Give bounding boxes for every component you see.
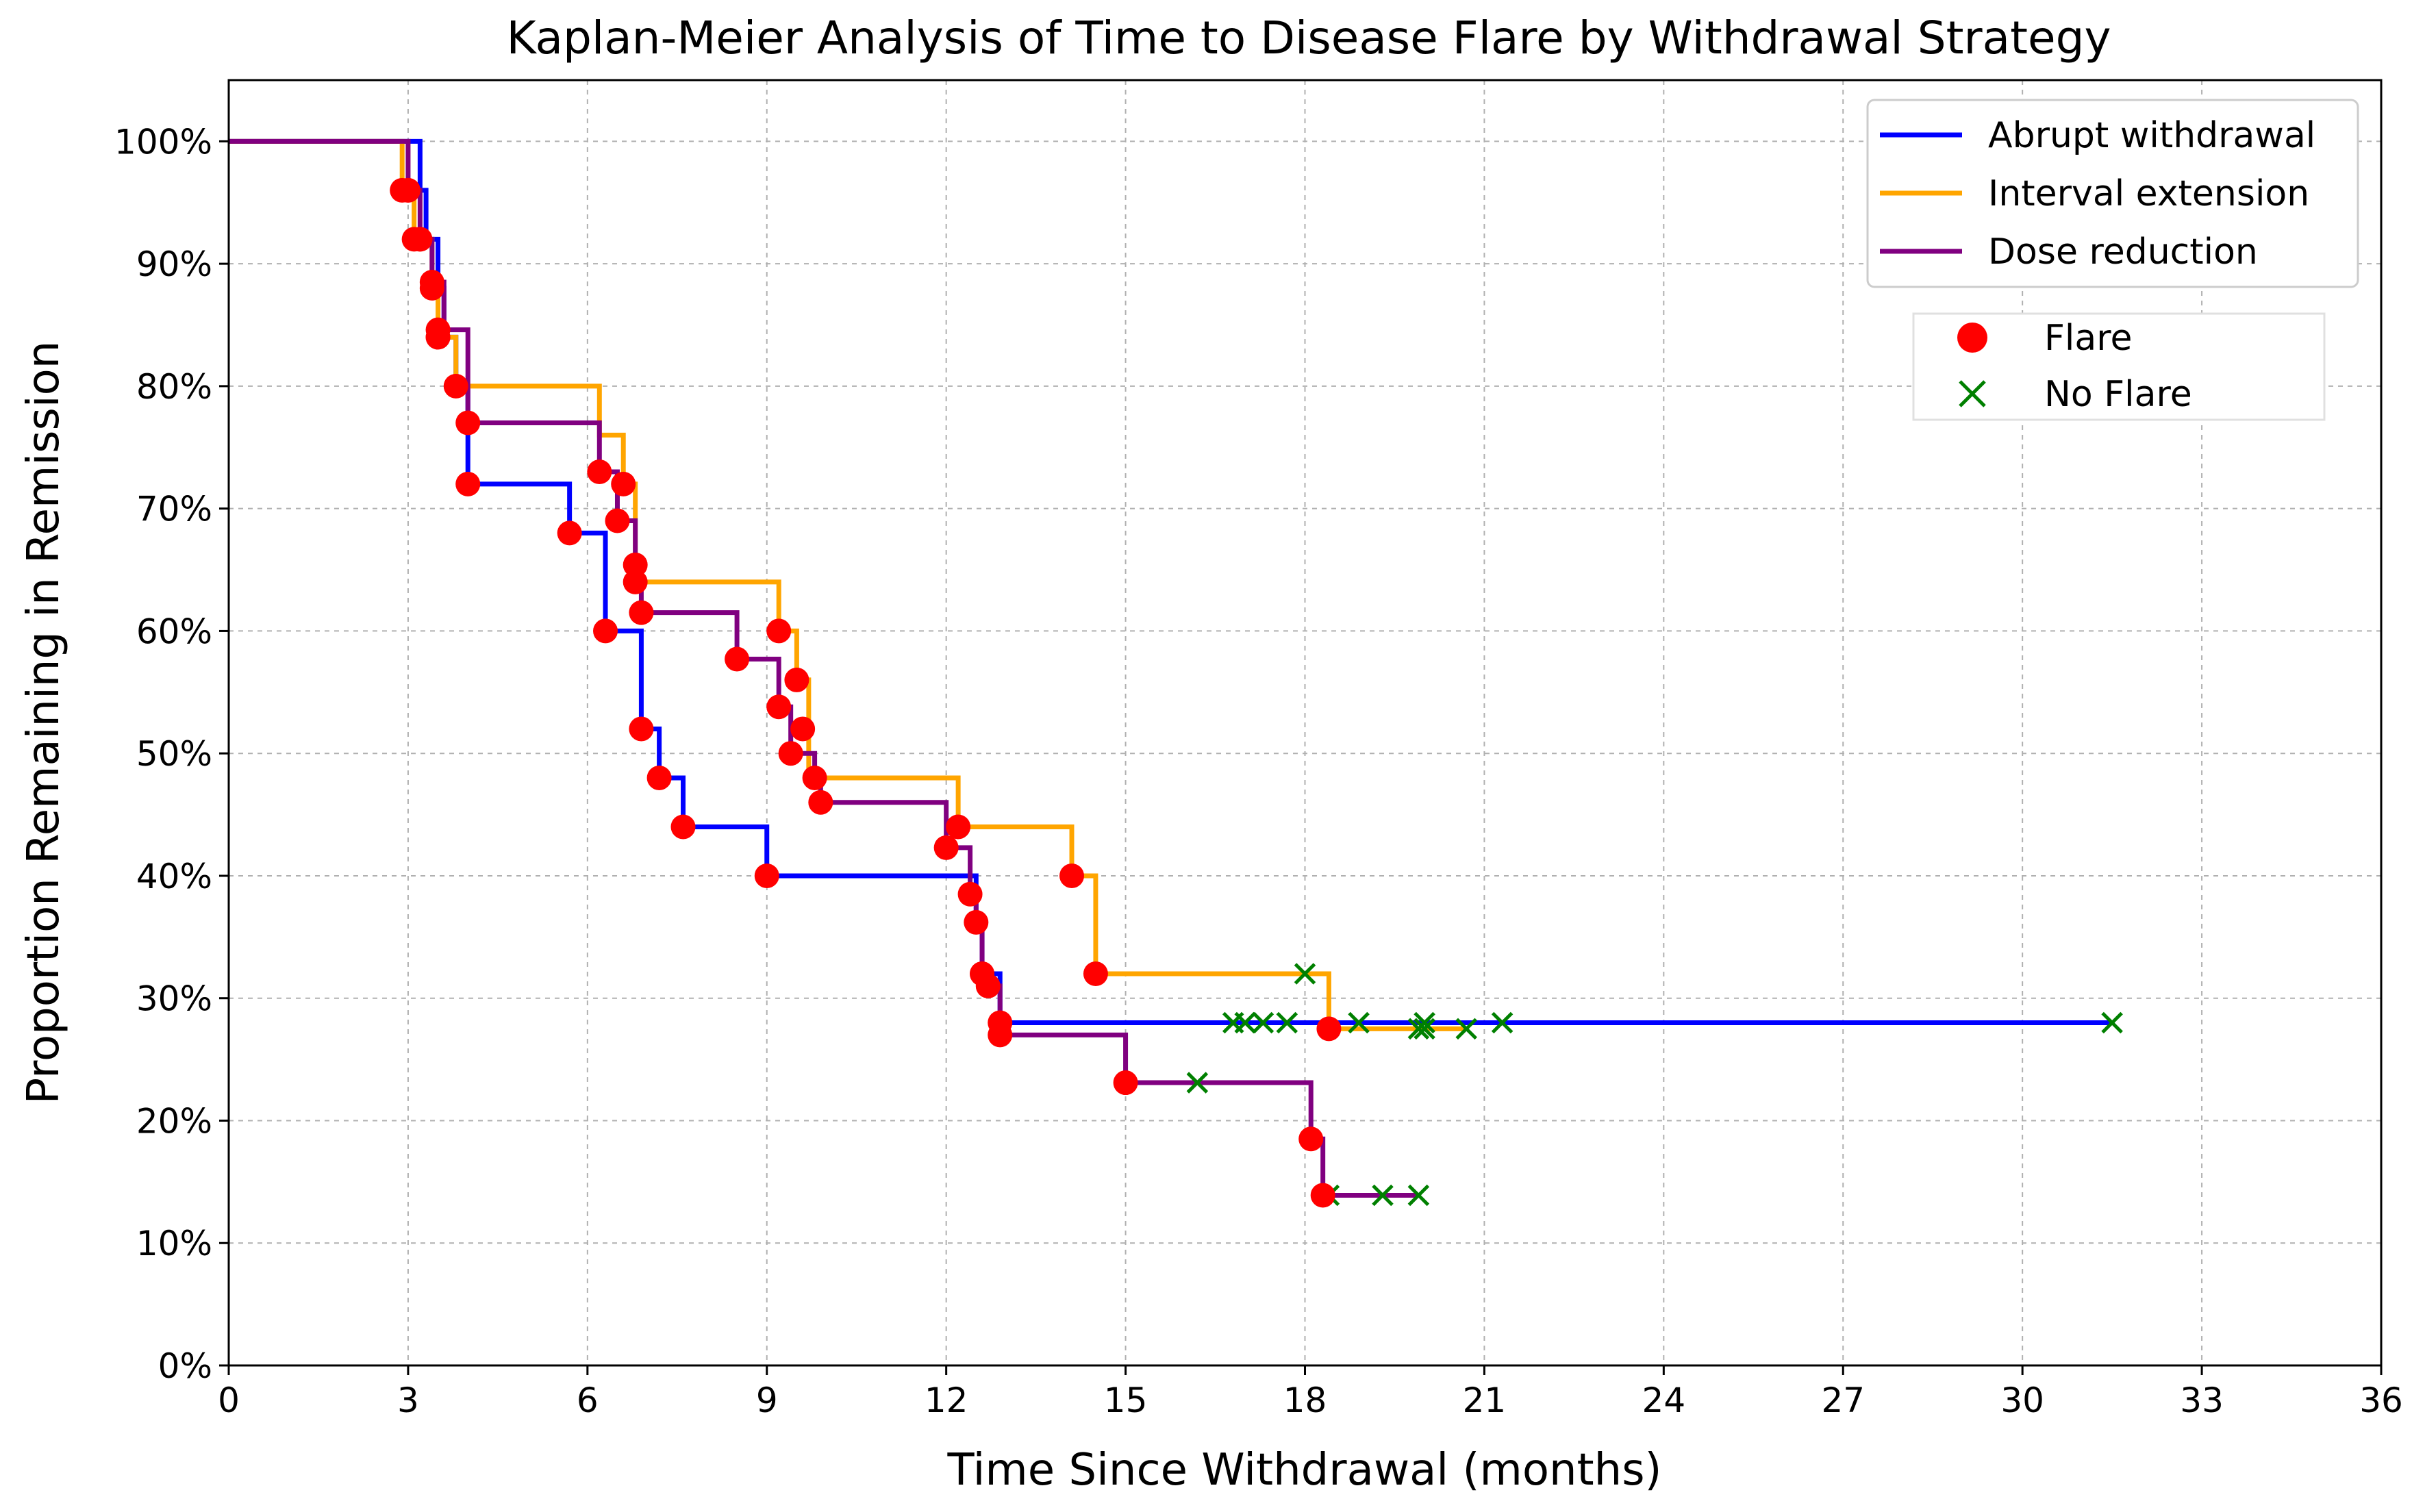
y-tick-label: 0% xyxy=(158,1346,212,1386)
flare-marker xyxy=(778,741,803,766)
flare-marker xyxy=(623,569,648,594)
flare-marker xyxy=(1310,1183,1335,1208)
legend-no-flare-symbol xyxy=(1959,380,1986,407)
no-flare-marker xyxy=(1252,1011,1274,1034)
x-tick-label: 6 xyxy=(577,1381,599,1420)
flare-marker xyxy=(975,973,1001,998)
x-tick-label: 24 xyxy=(1642,1381,1686,1420)
flare-marker xyxy=(629,716,654,742)
legend-entry-label: Interval extension xyxy=(1988,173,2309,214)
flare-marker xyxy=(964,909,989,935)
y-tick-label: 40% xyxy=(136,857,212,896)
flare-marker xyxy=(766,694,792,720)
marker-legend: Flare No Flare xyxy=(1912,312,2326,421)
event-markers xyxy=(390,177,2123,1208)
plot-frame xyxy=(227,79,2383,1367)
flare-marker xyxy=(455,471,481,496)
no-flare-marker xyxy=(1372,1184,1394,1207)
no-flare-marker xyxy=(1186,1072,1209,1094)
x-tick-label: 21 xyxy=(1463,1381,1507,1420)
y-tick-label: 50% xyxy=(136,734,212,774)
legend-entry-label: Abrupt withdrawal xyxy=(1988,115,2315,156)
y-axis-ticks: 0% 10% 20% 30% 40% 50% 60% 70% 80% 90% 100% xyxy=(114,122,229,1386)
no-flare-marker xyxy=(1276,1011,1298,1034)
x-axis-ticks: 0 3 6 9 12 15 18 21 24 27 30 33 36 xyxy=(218,1365,2403,1420)
flare-marker xyxy=(766,618,792,644)
flare-marker xyxy=(784,667,809,692)
no-flare-marker xyxy=(1414,1018,1435,1040)
flare-marker xyxy=(395,177,420,203)
flare-marker xyxy=(1113,1070,1138,1096)
y-axis-label: Proportion Remaining in Remission xyxy=(18,341,69,1105)
flare-marker xyxy=(646,765,672,790)
flare-marker xyxy=(623,552,648,577)
flare-marker xyxy=(593,618,618,644)
x-tick-label: 15 xyxy=(1104,1381,1148,1420)
no-flare-marker xyxy=(1234,1011,1256,1034)
no-flare-marker xyxy=(1348,1011,1370,1034)
flare-marker xyxy=(754,863,779,888)
no-flare-marker xyxy=(1455,1018,1477,1040)
x-tick-label: 36 xyxy=(2359,1381,2403,1420)
flare-marker xyxy=(790,716,816,742)
flare-marker xyxy=(1083,961,1108,986)
flare-marker xyxy=(557,520,582,546)
legend-flare-symbol xyxy=(1957,323,1987,353)
x-tick-label: 3 xyxy=(397,1381,419,1420)
y-tick-label: 90% xyxy=(136,244,212,284)
flare-marker xyxy=(419,269,444,294)
flare-marker xyxy=(933,835,959,860)
flare-marker xyxy=(808,790,833,815)
legend-entry-label: Dose reduction xyxy=(1988,231,2258,273)
y-tick-label: 70% xyxy=(136,490,212,529)
flare-marker xyxy=(1316,1016,1342,1042)
flare-marker xyxy=(443,373,468,399)
series-legend: Abrupt withdrawal Interval extension Dose … xyxy=(1866,99,2359,288)
no-flare-marker xyxy=(1407,1018,1430,1040)
flare-marker xyxy=(425,317,451,342)
x-axis-label: Time Since Withdrawal (months) xyxy=(947,1445,1662,1496)
no-flare-marker xyxy=(1407,1184,1430,1207)
y-tick-label: 10% xyxy=(136,1224,212,1263)
flare-marker xyxy=(605,508,630,533)
x-tick-label: 30 xyxy=(2000,1381,2044,1420)
chart-title: Kaplan-Meier Analysis of Time to Disease… xyxy=(506,12,2111,64)
y-tick-label: 80% xyxy=(136,367,212,407)
y-tick-label: 100% xyxy=(114,122,212,162)
flare-marker xyxy=(407,227,433,252)
flare-marker xyxy=(802,765,827,790)
x-tick-label: 12 xyxy=(925,1381,968,1420)
no-flare-marker xyxy=(1491,1011,1513,1034)
flare-marker xyxy=(1298,1126,1324,1152)
y-tick-label: 30% xyxy=(136,979,212,1019)
series-legend-box xyxy=(1866,99,2359,288)
x-tick-label: 27 xyxy=(1821,1381,1865,1420)
flare-marker xyxy=(629,600,654,625)
flare-marker xyxy=(957,881,983,907)
flare-marker xyxy=(455,410,481,436)
y-tick-label: 20% xyxy=(136,1101,212,1141)
flare-marker xyxy=(946,814,971,840)
marker-legend-label: No Flare xyxy=(2044,374,2192,415)
y-tick-label: 60% xyxy=(136,612,212,651)
x-tick-label: 18 xyxy=(1283,1381,1327,1420)
x-tick-label: 9 xyxy=(756,1381,778,1420)
flare-marker xyxy=(670,814,696,840)
flare-marker xyxy=(587,459,612,485)
flare-marker xyxy=(725,646,750,672)
x-tick-label: 0 xyxy=(218,1381,240,1420)
flare-marker xyxy=(611,471,636,496)
marker-legend-label: Flare xyxy=(2044,318,2132,359)
no-flare-marker xyxy=(2101,1011,2123,1034)
no-flare-marker xyxy=(1294,963,1316,985)
flare-marker xyxy=(988,1022,1013,1048)
x-tick-label: 33 xyxy=(2180,1381,2224,1420)
flare-marker xyxy=(1059,863,1085,888)
